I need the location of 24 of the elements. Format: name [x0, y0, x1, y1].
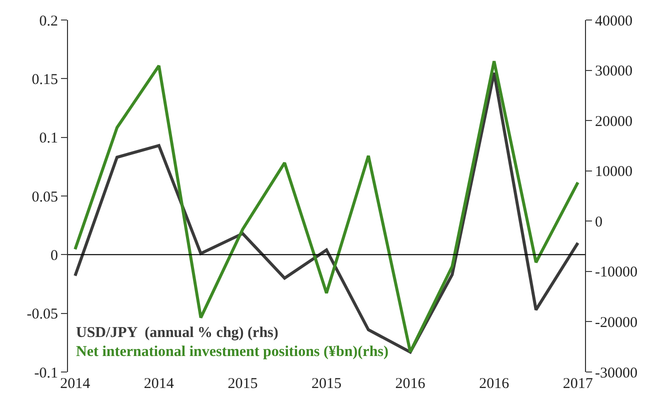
y2-tick-label: 40000 — [595, 13, 632, 30]
x-tick-label: 2016 — [395, 376, 426, 392]
x-tick-label: 2015 — [312, 376, 342, 392]
y2-tick-label: -30000 — [595, 365, 638, 382]
y-tick-label: -0.1 — [34, 365, 58, 382]
series-label: Net international investment positions (¥bn)(rhs) — [76, 344, 389, 360]
y2-tick-label: 20000 — [595, 114, 632, 130]
x-tick-label: 2017 — [562, 376, 594, 392]
y2-tick-label: 10000 — [595, 164, 632, 180]
y-tick-label: 0.1 — [39, 130, 58, 147]
y2-tick-label: -20000 — [595, 314, 638, 331]
y-tick-label: 0.05 — [32, 189, 58, 206]
x-tick-label: 2016 — [479, 376, 510, 392]
y-tick-label: 0.2 — [39, 13, 58, 30]
text: USD/JPY (annual % chg) (rhs) — [76, 325, 278, 341]
y2-tick-label: -10000 — [595, 264, 638, 281]
y-tick-label: -0.05 — [26, 306, 58, 323]
y2-tick-label: 0 — [595, 214, 602, 230]
y-tick-label: 0 — [50, 248, 58, 264]
x-tick-label: 2015 — [228, 376, 258, 392]
x-tick-label: 2014 — [144, 376, 174, 392]
y2-tick-label: 30000 — [595, 64, 632, 80]
x-tick-label: 2014 — [60, 376, 91, 392]
y-tick-label: 0.15 — [32, 72, 58, 88]
